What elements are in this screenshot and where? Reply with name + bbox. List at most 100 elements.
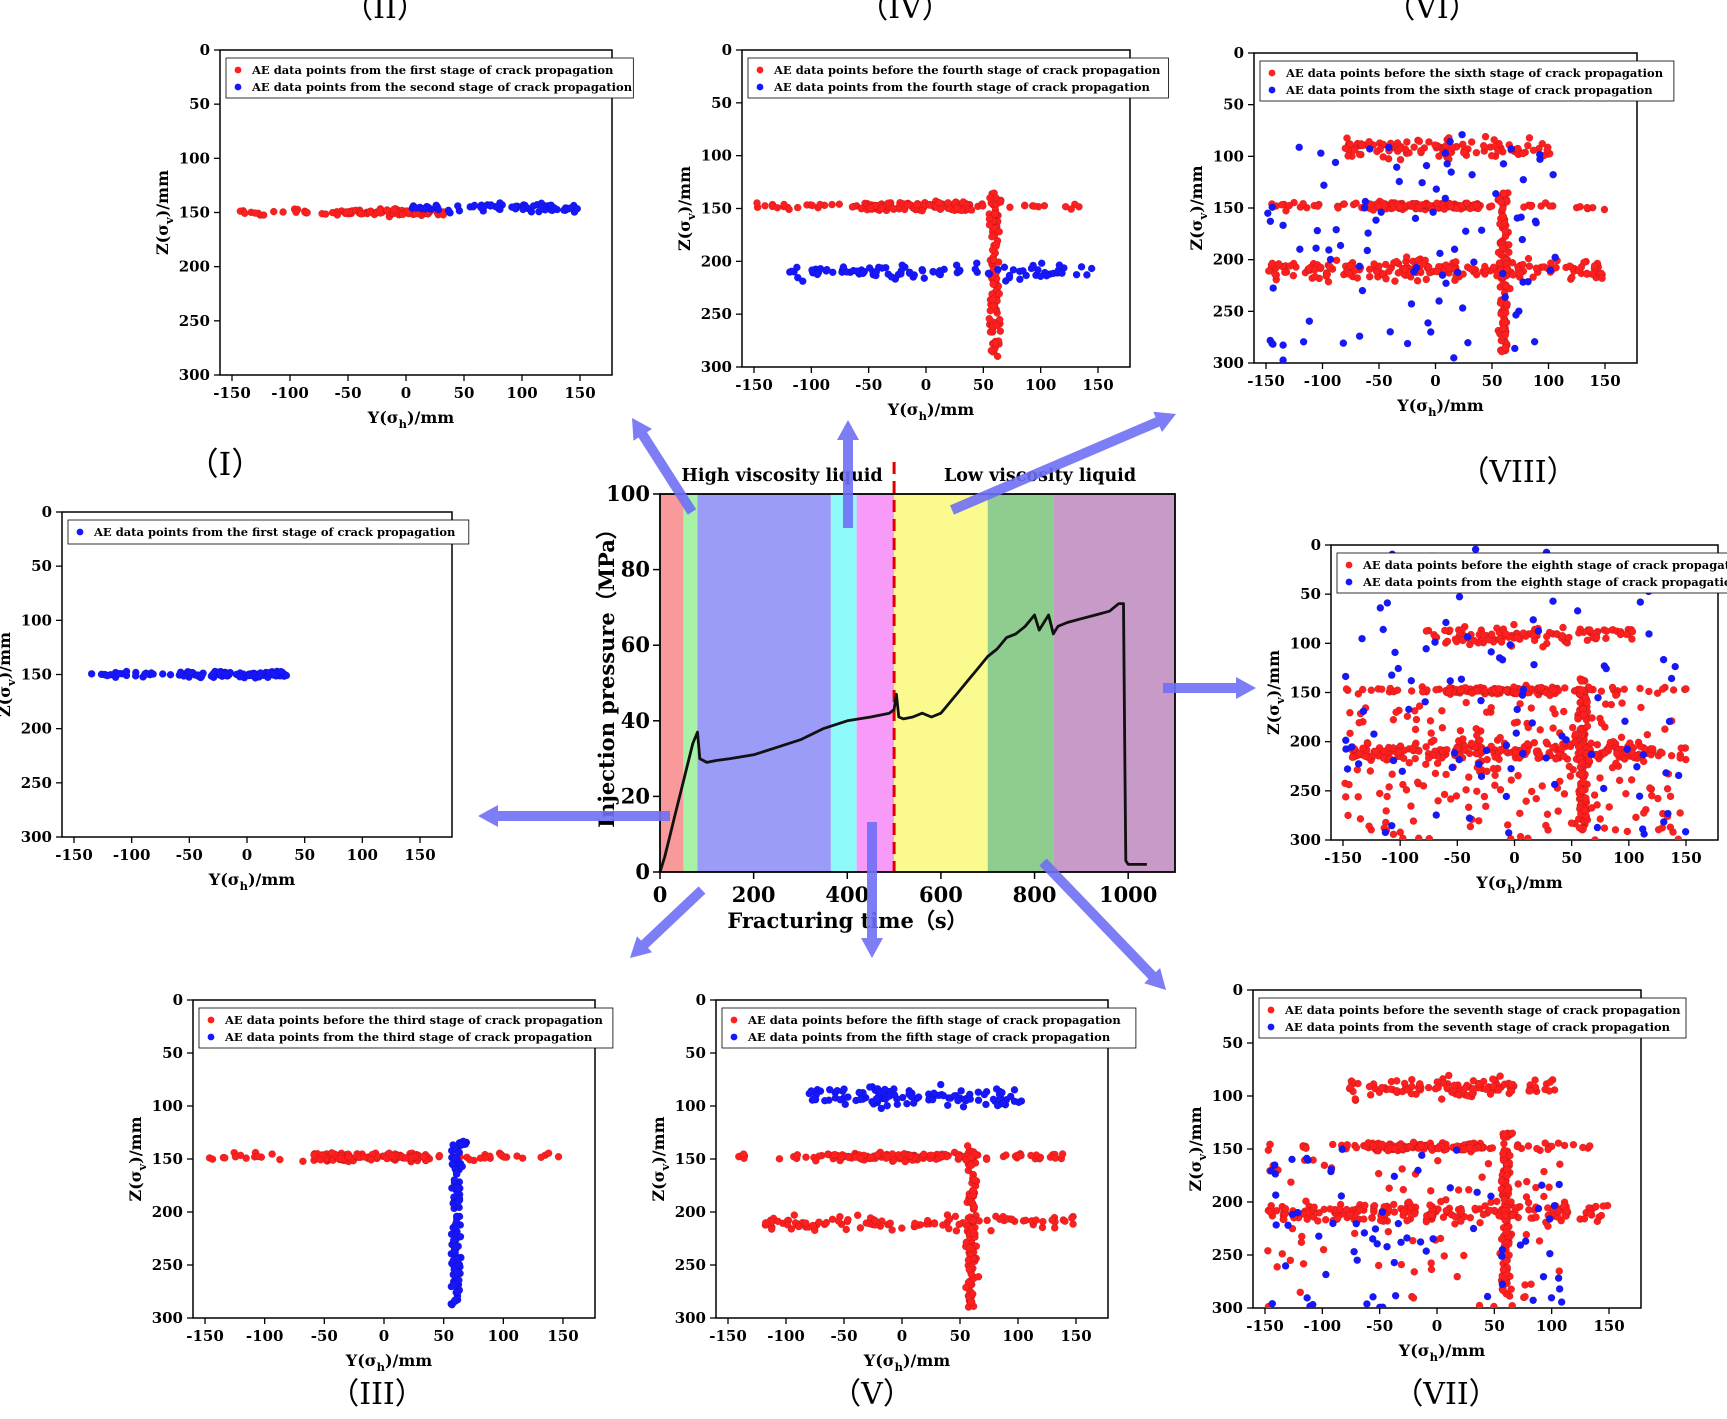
- blue-data-point: [1397, 1238, 1405, 1247]
- y-tick-label: 0: [635, 859, 650, 884]
- blue-data-point: [1621, 717, 1629, 726]
- blue-data-point: [1279, 356, 1287, 363]
- x-tick-label: -100: [246, 1327, 284, 1345]
- red-data-point: [1543, 810, 1552, 819]
- red-data-point: [1381, 260, 1390, 269]
- blue-data-point: [957, 1087, 965, 1095]
- red-data-point: [1320, 1161, 1329, 1170]
- red-data-point: [1409, 1294, 1418, 1302]
- blue-data-point: [909, 1099, 918, 1107]
- blue-data-point: [1664, 809, 1672, 818]
- blue-data-point: [1431, 638, 1439, 646]
- x-tick-label: -150: [55, 846, 93, 864]
- red-data-point: [1516, 832, 1525, 840]
- blue-data-point: [1398, 767, 1407, 776]
- red-data-point: [996, 198, 1005, 206]
- label-subscript: v: [162, 217, 176, 225]
- y-tick-label: 150: [1212, 1140, 1243, 1158]
- blue-data-point: [1325, 246, 1333, 254]
- red-data-point: [1601, 749, 1609, 757]
- red-data-point: [1409, 817, 1418, 825]
- red-data-point: [1456, 686, 1465, 694]
- blue-data-point: [1058, 269, 1066, 277]
- red-data-point: [871, 1216, 879, 1225]
- red-data-point: [1510, 620, 1518, 629]
- red-data-point: [1523, 740, 1532, 748]
- red-data-point: [1597, 719, 1606, 727]
- y-tick-label: 250: [1213, 302, 1244, 320]
- blue-data-point: [1368, 1235, 1377, 1243]
- red-data-point: [1544, 1222, 1552, 1231]
- legend-box: [1336, 552, 1727, 594]
- red-data-point: [1658, 685, 1667, 693]
- blue-data-point: [1537, 1181, 1546, 1190]
- red-data-point: [1658, 749, 1666, 757]
- blue-data-point: [930, 1089, 938, 1098]
- red-data-point: [1432, 685, 1440, 694]
- red-data-point: [1536, 684, 1545, 692]
- blue-data-point: [1381, 828, 1390, 837]
- red-data-point: [991, 339, 1000, 348]
- red-data-point: [808, 1221, 817, 1230]
- red-data-point: [1426, 1187, 1435, 1195]
- red-data-point: [1345, 780, 1353, 789]
- blue-data-point: [1432, 811, 1441, 819]
- red-data-point: [1628, 627, 1637, 636]
- blue-data-point: [935, 270, 943, 278]
- blue-data-point: [1447, 168, 1456, 176]
- red-data-point: [1344, 152, 1352, 160]
- red-data-point: [1552, 755, 1560, 763]
- blue-data-point: [1512, 311, 1520, 319]
- label-part: )/mm: [126, 1116, 145, 1163]
- blue-data-point: [1083, 271, 1091, 279]
- red-data-point: [1303, 1215, 1312, 1224]
- red-data-point: [344, 1152, 353, 1161]
- x-tick-label: -150: [1324, 849, 1362, 867]
- red-data-point: [1549, 724, 1557, 732]
- red-data-point: [1469, 1076, 1478, 1085]
- red-data-point: [995, 227, 1004, 236]
- blue-data-point: [1376, 604, 1385, 612]
- blue-data-point: [1498, 655, 1507, 664]
- red-data-point: [795, 1222, 803, 1231]
- label-part: Z(σ: [153, 224, 172, 255]
- blue-data-point: [1422, 644, 1430, 653]
- red-data-point: [1442, 770, 1450, 779]
- label-subscript: h: [1428, 405, 1437, 419]
- red-data-point: [1600, 205, 1609, 214]
- red-data-point: [1343, 1141, 1352, 1149]
- label-part: Z(σ: [1264, 704, 1283, 735]
- blue-data-point: [1269, 284, 1277, 292]
- red-data-point: [439, 211, 448, 219]
- red-data-point: [1472, 148, 1481, 157]
- red-data-point: [1032, 1216, 1040, 1224]
- red-data-point: [1264, 1247, 1272, 1255]
- blue-data-point: [158, 670, 167, 678]
- red-data-point: [1503, 1186, 1512, 1194]
- blue-data-point: [186, 668, 195, 677]
- scatter-panel-VIII: -150 -100 -50 0 50 100 150 0 50 100 150 200 250 300 Y(…: [1264, 455, 1727, 896]
- red-data-point: [1582, 794, 1590, 802]
- red-data-point: [1444, 688, 1453, 696]
- blue-data-point: [840, 1085, 848, 1093]
- red-data-point: [1443, 745, 1451, 754]
- blue-data-point: [1475, 760, 1483, 768]
- red-data-point: [1645, 687, 1653, 696]
- blue-data-point: [454, 202, 462, 210]
- blue-data-point: [1407, 676, 1416, 685]
- red-data-point: [1522, 797, 1530, 806]
- stage-band-V: [856, 494, 895, 872]
- blue-data-point: [519, 205, 527, 214]
- x-tick-label: 0: [921, 376, 931, 394]
- blue-data-point: [1421, 698, 1429, 706]
- red-data-point: [1002, 1151, 1010, 1159]
- red-data-point: [1296, 1288, 1305, 1297]
- stage-band-III: [697, 494, 831, 872]
- blue-data-point: [839, 263, 848, 271]
- x-tick-label: 150: [1082, 376, 1113, 394]
- blue-data-point: [451, 1242, 460, 1251]
- red-data-point: [1361, 752, 1370, 761]
- blue-data-point: [131, 672, 140, 680]
- blue-data-point: [452, 1170, 461, 1178]
- red-data-point: [337, 1154, 345, 1162]
